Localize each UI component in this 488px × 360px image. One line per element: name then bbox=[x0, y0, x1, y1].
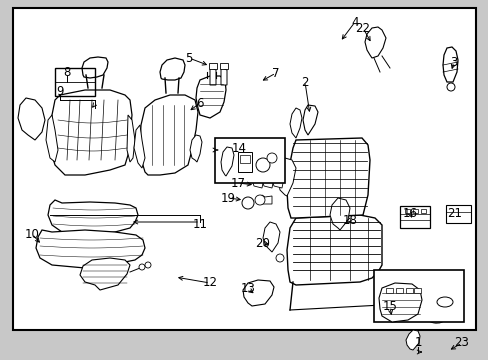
Text: 17: 17 bbox=[230, 176, 245, 189]
Polygon shape bbox=[329, 198, 349, 230]
Text: 13: 13 bbox=[240, 283, 255, 296]
Polygon shape bbox=[278, 158, 295, 196]
Polygon shape bbox=[243, 280, 273, 306]
Text: 6: 6 bbox=[196, 96, 203, 109]
Text: 14: 14 bbox=[231, 141, 246, 154]
Polygon shape bbox=[262, 195, 271, 204]
Polygon shape bbox=[80, 258, 130, 290]
Polygon shape bbox=[160, 58, 184, 80]
Polygon shape bbox=[134, 125, 145, 168]
Bar bbox=[240, 155, 249, 163]
Bar bbox=[395, 288, 402, 293]
Text: 4: 4 bbox=[350, 15, 358, 28]
Text: 22: 22 bbox=[355, 22, 370, 35]
Circle shape bbox=[242, 197, 253, 209]
Polygon shape bbox=[272, 178, 283, 188]
Polygon shape bbox=[196, 76, 225, 118]
Text: 5: 5 bbox=[185, 51, 192, 64]
Polygon shape bbox=[252, 178, 263, 188]
Polygon shape bbox=[405, 330, 419, 350]
Polygon shape bbox=[364, 27, 385, 58]
Text: 10: 10 bbox=[24, 228, 40, 240]
Circle shape bbox=[446, 83, 454, 91]
Text: 21: 21 bbox=[447, 207, 462, 220]
Bar bbox=[412, 209, 417, 213]
Polygon shape bbox=[18, 98, 45, 140]
Bar bbox=[215, 138, 285, 183]
Circle shape bbox=[139, 264, 145, 270]
Polygon shape bbox=[289, 108, 302, 138]
Text: 15: 15 bbox=[382, 301, 397, 314]
Polygon shape bbox=[140, 95, 198, 175]
Text: 12: 12 bbox=[202, 276, 217, 289]
Polygon shape bbox=[209, 68, 216, 85]
Bar bbox=[385, 288, 392, 293]
Polygon shape bbox=[36, 230, 145, 268]
Bar bbox=[445, 205, 470, 223]
Polygon shape bbox=[221, 68, 226, 85]
Bar bbox=[55, 68, 95, 96]
Polygon shape bbox=[303, 105, 317, 135]
Polygon shape bbox=[221, 147, 234, 176]
Bar bbox=[413, 288, 420, 293]
Polygon shape bbox=[286, 215, 381, 285]
Circle shape bbox=[266, 153, 276, 163]
Polygon shape bbox=[378, 283, 421, 322]
Polygon shape bbox=[263, 178, 272, 188]
Bar bbox=[399, 206, 429, 228]
Bar bbox=[404, 209, 409, 213]
Polygon shape bbox=[442, 47, 457, 82]
Bar bbox=[208, 63, 217, 69]
Text: 16: 16 bbox=[402, 207, 417, 220]
Ellipse shape bbox=[424, 311, 444, 323]
Polygon shape bbox=[46, 115, 58, 162]
Circle shape bbox=[275, 254, 284, 262]
Bar bbox=[220, 63, 227, 69]
Bar bbox=[373, 270, 463, 322]
Polygon shape bbox=[82, 57, 108, 78]
Bar bbox=[13, 8, 475, 330]
Polygon shape bbox=[286, 138, 369, 218]
Bar bbox=[405, 288, 412, 293]
Text: 9: 9 bbox=[56, 85, 63, 98]
Polygon shape bbox=[127, 115, 135, 162]
Polygon shape bbox=[263, 222, 280, 252]
Circle shape bbox=[254, 195, 264, 205]
Text: 3: 3 bbox=[449, 55, 457, 68]
Ellipse shape bbox=[436, 297, 452, 307]
Text: 1: 1 bbox=[413, 337, 421, 350]
Text: 19: 19 bbox=[220, 192, 235, 204]
Text: 7: 7 bbox=[272, 67, 279, 80]
Polygon shape bbox=[48, 200, 138, 235]
Bar bbox=[420, 209, 425, 213]
Text: 2: 2 bbox=[301, 76, 308, 89]
Text: 20: 20 bbox=[255, 237, 270, 249]
Text: 23: 23 bbox=[454, 337, 468, 350]
Circle shape bbox=[145, 262, 151, 268]
Circle shape bbox=[256, 158, 269, 172]
Bar bbox=[238, 152, 251, 172]
Polygon shape bbox=[190, 135, 202, 162]
Text: 18: 18 bbox=[342, 213, 357, 226]
Polygon shape bbox=[50, 90, 132, 175]
Text: 11: 11 bbox=[192, 217, 207, 230]
Text: 8: 8 bbox=[63, 66, 71, 78]
